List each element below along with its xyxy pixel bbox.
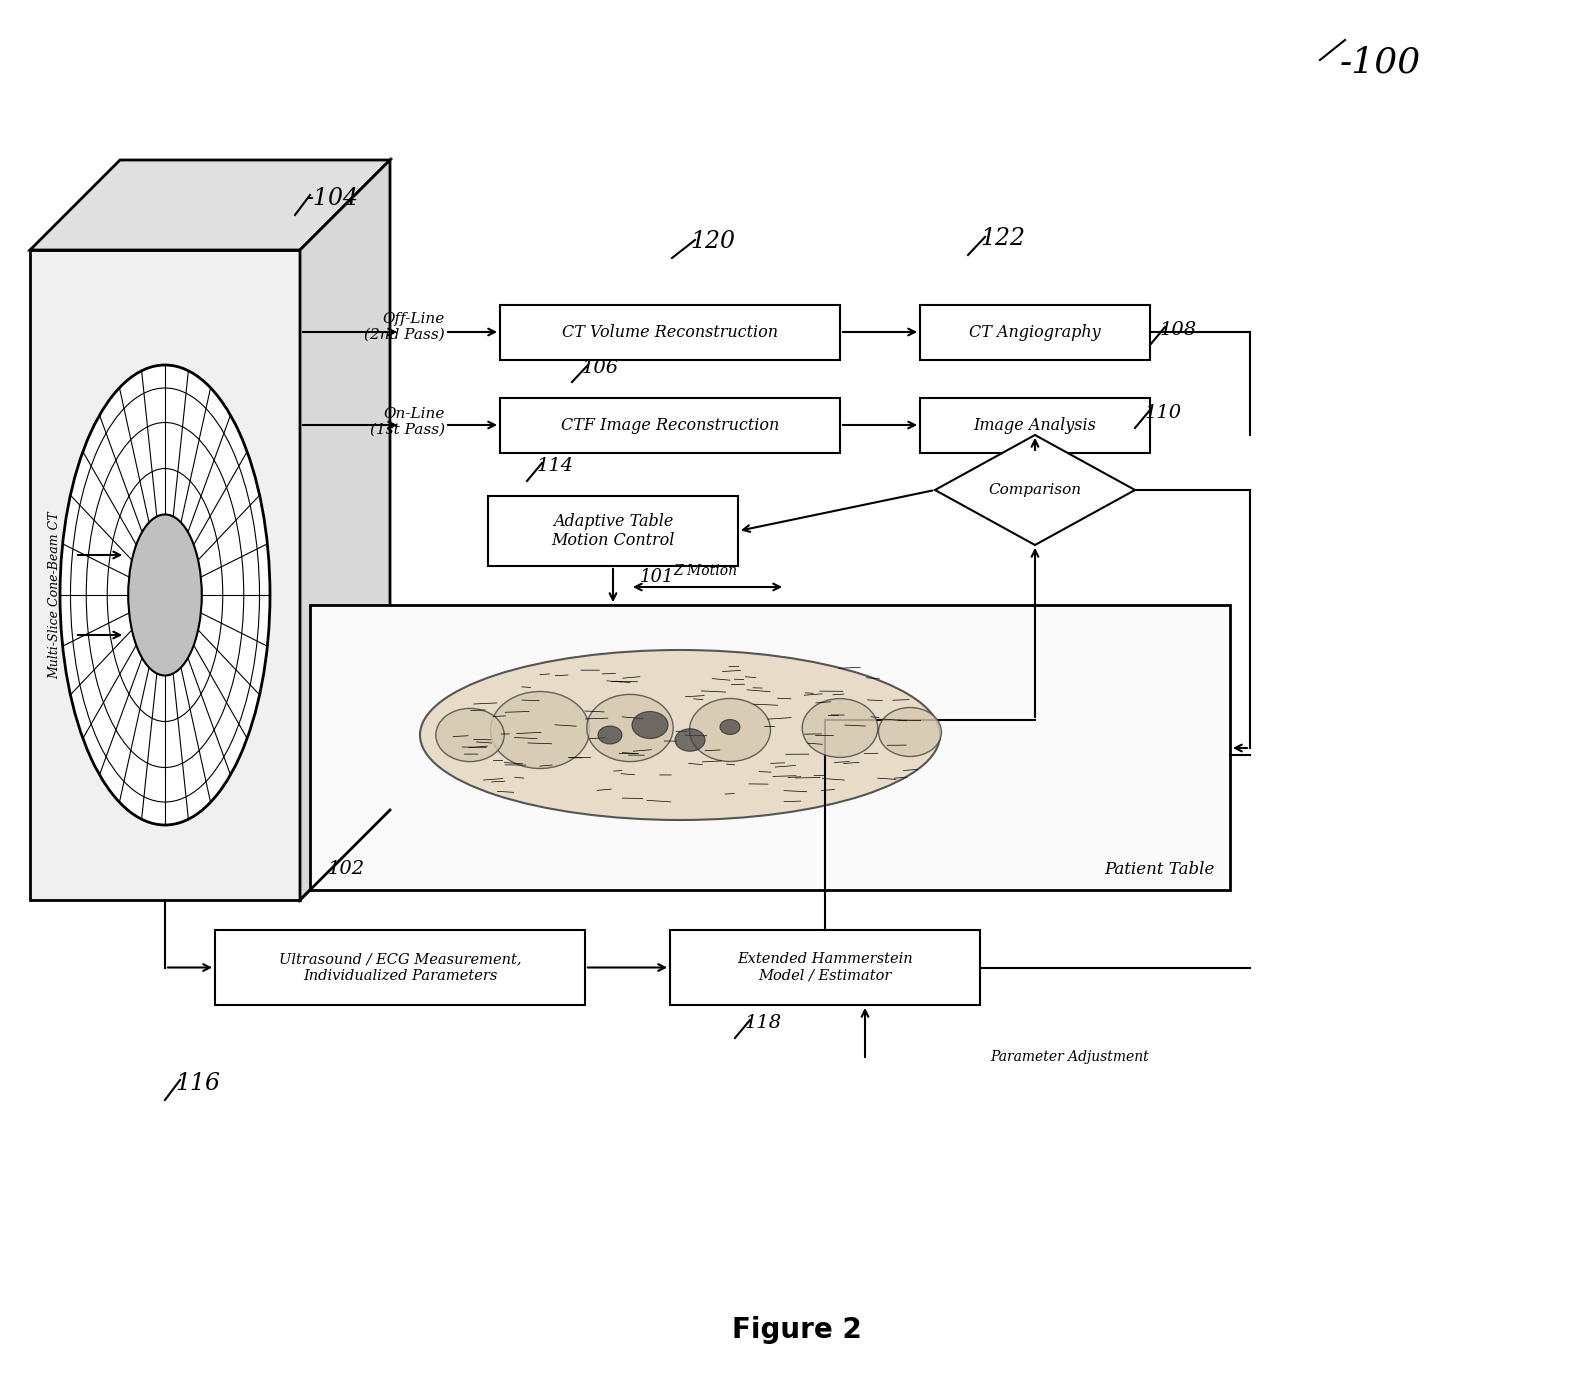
Text: Multi-Slice Cone-Beam CT: Multi-Slice Cone-Beam CT: [48, 511, 62, 679]
Ellipse shape: [435, 708, 504, 762]
Ellipse shape: [587, 694, 673, 762]
Ellipse shape: [491, 691, 590, 769]
FancyBboxPatch shape: [309, 605, 1230, 890]
Text: Figure 2: Figure 2: [732, 1316, 861, 1344]
Text: Image Analysis: Image Analysis: [973, 416, 1096, 434]
Text: Off-Line
(2nd Pass): Off-Line (2nd Pass): [364, 312, 445, 341]
Ellipse shape: [879, 708, 941, 756]
FancyBboxPatch shape: [30, 250, 300, 899]
Ellipse shape: [61, 365, 270, 824]
Ellipse shape: [689, 698, 770, 762]
Ellipse shape: [675, 729, 705, 751]
Text: CTF Image Reconstruction: CTF Image Reconstruction: [561, 416, 778, 434]
FancyBboxPatch shape: [920, 305, 1150, 359]
Text: Parameter Adjustment: Parameter Adjustment: [990, 1049, 1148, 1065]
Text: 101: 101: [640, 568, 675, 586]
Ellipse shape: [598, 726, 622, 744]
Ellipse shape: [802, 698, 877, 758]
Text: Patient Table: Patient Table: [1105, 861, 1215, 879]
Text: 116: 116: [175, 1072, 220, 1095]
FancyBboxPatch shape: [499, 398, 841, 452]
FancyBboxPatch shape: [920, 398, 1150, 452]
Text: Z Motion: Z Motion: [673, 564, 737, 577]
Text: Adaptive Table
Motion Control: Adaptive Table Motion Control: [552, 512, 675, 550]
Text: On-Line
(1st Pass): On-Line (1st Pass): [370, 407, 445, 437]
FancyBboxPatch shape: [488, 496, 738, 566]
FancyBboxPatch shape: [499, 305, 841, 359]
Ellipse shape: [719, 719, 740, 734]
Text: 106: 106: [582, 359, 619, 378]
Text: 118: 118: [745, 1015, 782, 1033]
Text: 114: 114: [538, 457, 574, 475]
FancyBboxPatch shape: [215, 930, 585, 1005]
Text: 120: 120: [691, 230, 735, 253]
Text: Extended Hammerstein
Model / Estimator: Extended Hammerstein Model / Estimator: [737, 952, 912, 983]
Text: 102: 102: [329, 861, 365, 879]
Polygon shape: [30, 160, 391, 250]
Text: 108: 108: [1160, 321, 1198, 339]
Text: Ultrasound / ECG Measurement,
Individualized Parameters: Ultrasound / ECG Measurement, Individual…: [279, 952, 522, 983]
Ellipse shape: [419, 650, 939, 820]
Text: 122: 122: [979, 228, 1026, 250]
Text: CT Volume Reconstruction: CT Volume Reconstruction: [561, 323, 778, 341]
Text: 110: 110: [1145, 404, 1182, 422]
Text: -100: -100: [1340, 44, 1421, 79]
Text: CT Angiography: CT Angiography: [970, 323, 1101, 341]
Ellipse shape: [632, 712, 668, 738]
FancyBboxPatch shape: [670, 930, 979, 1005]
Polygon shape: [935, 434, 1136, 545]
Text: -104: -104: [305, 187, 357, 210]
Text: Comparison: Comparison: [989, 483, 1081, 497]
Ellipse shape: [128, 515, 201, 676]
Polygon shape: [300, 160, 391, 899]
